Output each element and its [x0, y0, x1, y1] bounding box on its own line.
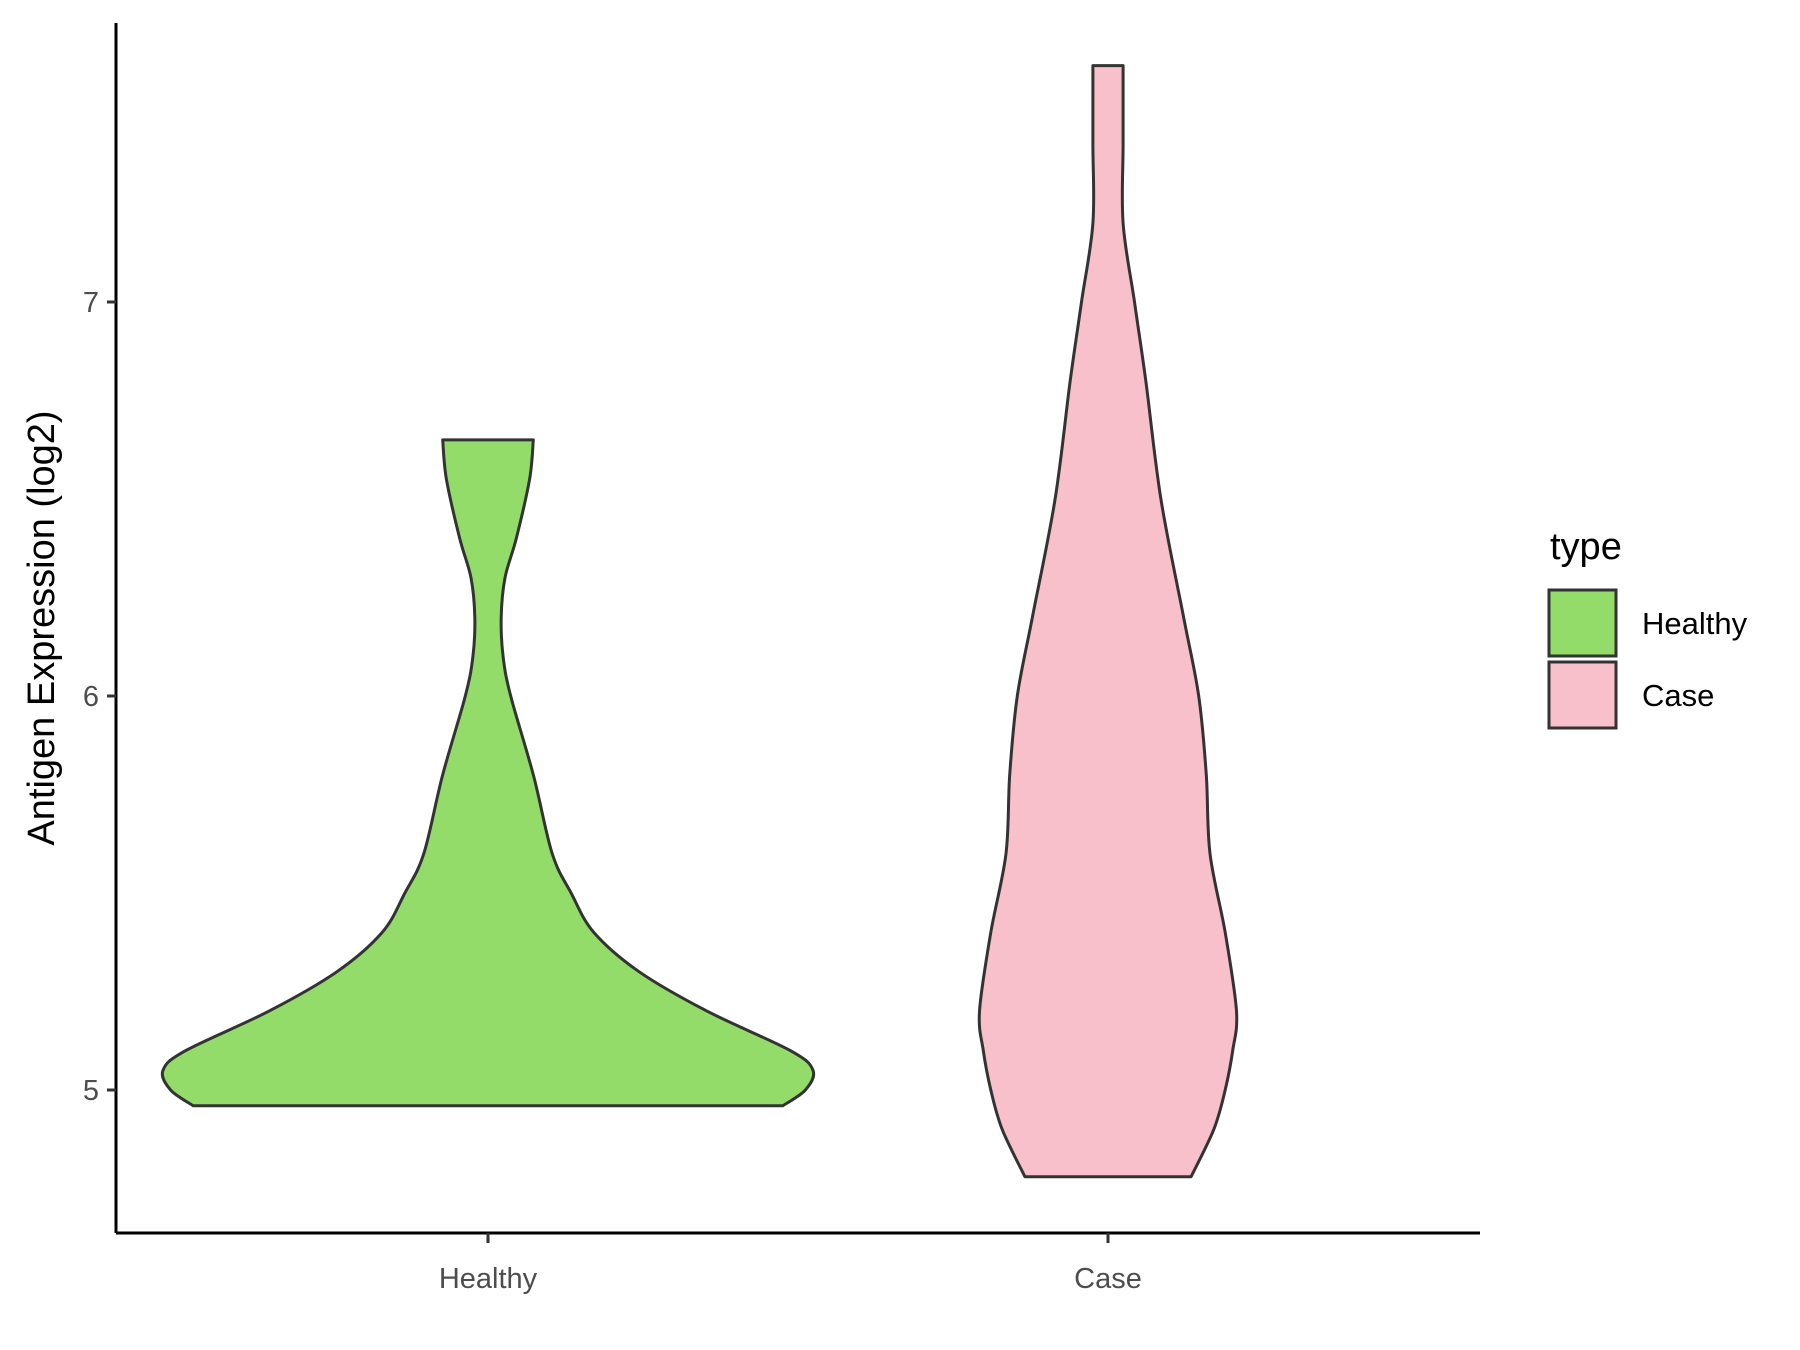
legend-swatch-healthy: [1547, 588, 1618, 658]
violin-case: [977, 64, 1239, 1179]
x-axis-ticks: Healthy Case: [439, 1233, 1142, 1295]
y-axis-title: Antigen Expression (log2): [21, 410, 63, 845]
legend-title: type: [1550, 526, 1622, 568]
x-tick-label: Case: [1074, 1263, 1142, 1295]
legend-swatch-case: [1547, 660, 1618, 730]
violin-group: [160, 64, 1239, 1179]
y-tick-label: 6: [83, 681, 99, 713]
legend: type Healthy Case: [1547, 526, 1748, 730]
violin-healthy: [160, 438, 816, 1108]
legend-entries: Healthy Case: [1547, 588, 1748, 730]
y-tick-label: 5: [83, 1075, 99, 1107]
x-tick-label: Healthy: [439, 1263, 538, 1295]
y-axis-ticks: 5 6 7: [83, 287, 116, 1107]
legend-label-case: Case: [1642, 678, 1714, 713]
legend-label-healthy: Healthy: [1642, 606, 1748, 641]
y-tick-label: 7: [83, 287, 99, 319]
